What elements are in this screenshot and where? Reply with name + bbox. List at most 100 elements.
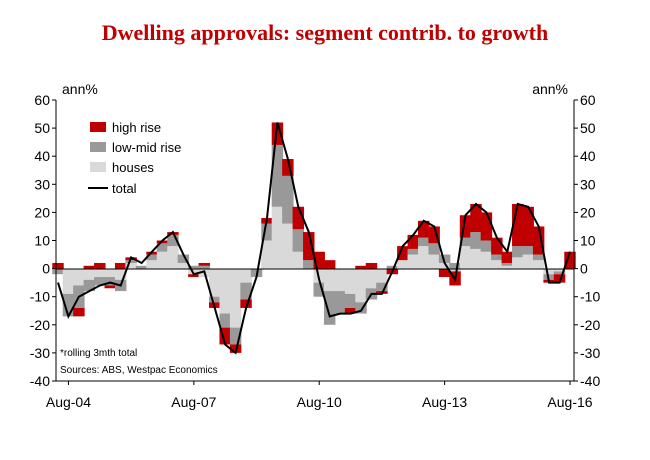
bar-houses [449, 268, 461, 272]
bar-low-mid-rise [94, 277, 106, 286]
legend-swatch-houses [90, 162, 106, 172]
y-tick-label-right: 10 [580, 233, 596, 249]
bar-high-rise [564, 251, 576, 269]
bar-low-mid-rise [62, 293, 75, 317]
bar-houses [282, 223, 294, 269]
y-tick-label-left: -40 [30, 373, 50, 389]
bar-high-rise [94, 262, 106, 269]
y-tick-label-right: 0 [580, 261, 588, 277]
bar-houses [407, 254, 419, 269]
bar-houses [501, 265, 514, 269]
bar-high-rise [303, 232, 315, 261]
bar-houses [114, 268, 127, 280]
bar-low-mid-rise [376, 282, 388, 292]
bar-houses [83, 268, 96, 280]
bar-low-mid-rise [135, 265, 148, 269]
bar-low-mid-rise [146, 254, 158, 261]
bar-low-mid-rise [428, 243, 440, 255]
x-tick-label: Aug-16 [547, 394, 592, 410]
x-tick-label: Aug-04 [46, 394, 91, 410]
x-tick-label: Aug-10 [297, 394, 342, 410]
ticks: 60 60 50 50 40 40 30 30 20 20 10 10 0 0 -10 -10 -20 -20 -3… [30, 92, 601, 410]
bar-low-mid-rise [303, 260, 315, 269]
bar-high-rise [83, 265, 96, 269]
bar-low-mid-rise [417, 237, 430, 247]
bar-high-rise [240, 299, 252, 308]
bar-low-mid-rise [282, 175, 294, 224]
bar-low-mid-rise [491, 254, 503, 261]
bar-high-rise [428, 226, 440, 244]
y-tick-label-right: -40 [580, 373, 600, 389]
bar-high-rise [365, 262, 378, 269]
y-tick-label-left: -30 [30, 345, 50, 361]
y-tick-label-right: 30 [580, 176, 596, 192]
y-tick-label-left: 20 [34, 204, 50, 220]
bar-high-rise [313, 251, 325, 269]
bar-high-rise [323, 260, 336, 269]
bar-low-mid-rise [407, 248, 419, 255]
bar-low-mid-rise [125, 260, 137, 263]
x-tick-label: Aug-07 [171, 394, 216, 410]
bar-houses [209, 268, 221, 297]
x-tick-label: Aug-13 [422, 394, 467, 410]
bar-houses [344, 268, 357, 294]
chart-note: *rolling 3mth total [60, 348, 137, 359]
bar-houses [512, 257, 524, 269]
bar-high-rise [292, 206, 305, 230]
bar-low-mid-rise [449, 262, 461, 269]
legend-label-high-rise: high rise [112, 120, 161, 135]
bar-high-rise [104, 285, 116, 289]
bar-houses [438, 262, 451, 269]
bar-houses [240, 268, 252, 283]
bar-high-rise [397, 246, 409, 261]
bar-low-mid-rise [438, 254, 451, 263]
bar-houses [365, 268, 378, 289]
y-tick-label-right: 50 [580, 120, 596, 136]
bar-houses [376, 268, 388, 283]
bar-high-rise [271, 122, 284, 145]
bar-high-rise [198, 262, 211, 266]
bar-houses [261, 240, 273, 269]
y-tick-label-left: -20 [30, 317, 50, 333]
bar-houses [428, 254, 440, 269]
y-tick-label-right: 40 [580, 148, 596, 164]
chart-source: Sources: ABS, Westpac Economics [60, 365, 218, 376]
bar-low-mid-rise [198, 265, 211, 269]
bar-houses [491, 260, 503, 269]
bar-houses [94, 268, 106, 278]
bar-houses [219, 268, 231, 314]
bar-houses [146, 260, 158, 269]
bar-low-mid-rise [323, 291, 336, 325]
bar-low-mid-rise [522, 246, 534, 255]
y-tick-label-left: 10 [34, 233, 50, 249]
bar-low-mid-rise [240, 282, 252, 300]
bar-low-mid-rise [177, 254, 190, 263]
bar-low-mid-rise [355, 302, 367, 314]
bar-houses [323, 268, 336, 292]
bar-low-mid-rise [313, 282, 325, 297]
bar-houses [125, 262, 137, 269]
bar-low-mid-rise [219, 313, 231, 328]
bar-high-rise [407, 234, 419, 249]
bar-houses [167, 246, 179, 269]
y-tick-label-left: 0 [42, 261, 50, 277]
bar-high-rise [532, 226, 545, 255]
bar-low-mid-rise [459, 237, 472, 247]
bar-houses [177, 262, 190, 269]
y-tick-label-right: -20 [580, 317, 600, 333]
y-tick-label-left: 40 [34, 148, 50, 164]
bar-high-rise [219, 327, 231, 345]
bar-houses [470, 248, 482, 269]
bar-high-rise [417, 220, 430, 238]
bar-low-mid-rise [512, 246, 524, 258]
bar-low-mid-rise [292, 229, 305, 252]
bar-low-mid-rise [543, 274, 555, 280]
bar-low-mid-rise [334, 291, 346, 314]
bar-low-mid-rise [553, 271, 566, 275]
bar-low-mid-rise [52, 268, 64, 275]
bar-high-rise [355, 265, 367, 269]
bar-houses [188, 268, 200, 275]
bar-high-rise [146, 251, 158, 255]
bar-low-mid-rise [209, 296, 221, 303]
